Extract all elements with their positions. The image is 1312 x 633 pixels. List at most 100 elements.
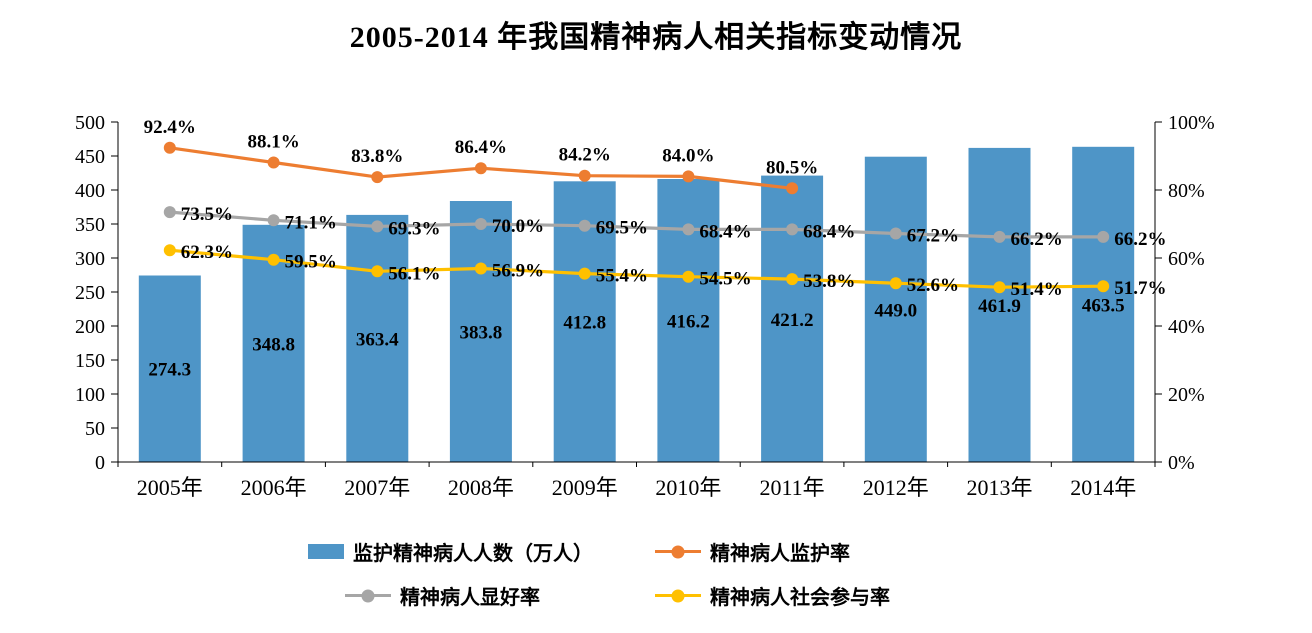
bar	[138, 275, 201, 462]
legend-label-bar-series: 监护精神病人人数（万人）	[353, 543, 593, 565]
line-data-label: 69.3%	[388, 218, 440, 239]
line-marker	[786, 273, 799, 286]
line-data-label: 84.0%	[662, 145, 714, 166]
bar-data-label: 421.2	[771, 310, 814, 331]
line-data-label: 92.4%	[144, 117, 196, 138]
bar-data-label: 348.8	[252, 334, 295, 355]
x-axis-label: 2009年	[552, 475, 618, 500]
line-marker	[578, 169, 591, 182]
line-data-label: 88.1%	[247, 132, 299, 153]
legend-label-line-1: 精神病人显好率	[400, 587, 540, 609]
line-marker	[163, 141, 176, 154]
line-marker	[163, 244, 176, 257]
bar	[346, 214, 409, 462]
line-series-1	[168, 210, 1105, 239]
line-marker	[474, 218, 487, 230]
line-marker	[371, 171, 384, 184]
line-data-label: 51.4%	[1011, 279, 1063, 300]
line-data-label: 59.5%	[285, 252, 337, 273]
line-marker	[1097, 280, 1110, 293]
line-data-label: 66.2%	[1114, 229, 1166, 250]
legend-label-line-2: 精神病人社会参与率	[710, 587, 890, 609]
x-axis-label: 2014年	[1070, 475, 1136, 500]
line-data-label: 73.5%	[181, 204, 233, 225]
line-data-label: 56.9%	[492, 261, 544, 282]
right-axis-label: 80%	[1168, 180, 1205, 202]
line-data-label: 68.4%	[699, 221, 751, 242]
legend-line-dot	[361, 589, 375, 602]
line-data-label: 51.7%	[1114, 278, 1166, 299]
bar-data-label: 463.5	[1082, 295, 1125, 316]
line-marker	[474, 262, 487, 275]
legend-item-line-1: 精神病人显好率	[345, 581, 540, 610]
legend-line-dot	[671, 545, 685, 558]
line-data-label: 68.4%	[803, 221, 855, 242]
line-data-label: 67.2%	[907, 226, 959, 247]
bar-data-label: 449.0	[874, 300, 917, 321]
x-axis-label: 2010年	[655, 475, 721, 500]
line-marker	[163, 206, 176, 219]
legend-line-dot	[671, 589, 685, 602]
line-data-label: 84.2%	[559, 145, 611, 166]
x-axis-label: 2007年	[344, 475, 410, 500]
line-marker	[889, 227, 902, 240]
legend-item-bar-series: 监护精神病人人数（万人）	[308, 537, 593, 566]
right-axis-label: 60%	[1168, 248, 1205, 270]
line-marker	[371, 265, 384, 278]
bar-data-label: 363.4	[356, 329, 399, 350]
left-axis-label: 400	[75, 180, 105, 202]
line-marker	[578, 219, 591, 232]
line-marker-swatch-icon	[655, 544, 701, 560]
left-axis-label: 300	[75, 248, 105, 270]
chart-title: 2005-2014 年我国精神病人相关指标变动情况	[349, 21, 963, 54]
line-marker	[1097, 230, 1110, 243]
line-data-label: 66.2%	[1011, 229, 1063, 250]
bar-data-label: 416.2	[667, 312, 710, 333]
left-axis-label: 500	[75, 112, 105, 134]
line-data-label: 52.6%	[907, 275, 959, 296]
bar	[449, 201, 512, 462]
line-data-label: 54.5%	[699, 269, 751, 290]
line-marker	[682, 170, 695, 183]
left-axis-label: 100	[75, 384, 105, 406]
legend-label-line-0: 精神病人监护率	[710, 543, 850, 565]
left-axis-label: 250	[75, 282, 105, 304]
left-axis-label: 150	[75, 350, 105, 372]
line-data-label: 56.1%	[388, 263, 440, 284]
x-axis-label: 2012年	[863, 475, 929, 500]
line-data-label: 71.1%	[285, 212, 337, 233]
line-data-label: 69.5%	[596, 218, 648, 239]
line-marker	[267, 253, 280, 266]
x-axis-label: 2011年	[760, 475, 825, 500]
right-axis-label: 40%	[1168, 316, 1205, 338]
line-marker	[578, 267, 591, 280]
x-axis-label: 2008年	[448, 475, 514, 500]
left-axis-label: 0	[95, 452, 105, 474]
legend-item-line-2: 精神病人社会参与率	[655, 581, 890, 610]
bar	[968, 147, 1031, 462]
line-marker	[474, 162, 487, 175]
line-marker	[993, 281, 1006, 294]
bar	[864, 156, 927, 462]
line-marker	[682, 270, 695, 283]
x-axis-label: 2005年	[137, 475, 203, 500]
bar-swatch-icon	[308, 544, 344, 559]
left-axis-label: 200	[75, 316, 105, 338]
line-data-label: 62.3%	[181, 242, 233, 263]
line-marker	[786, 223, 799, 236]
bar	[1072, 146, 1135, 463]
line-data-label: 55.4%	[596, 266, 648, 287]
left-axis-label: 50	[85, 418, 105, 440]
line-marker	[371, 220, 384, 233]
line-marker	[786, 182, 799, 195]
line-data-label: 70.0%	[492, 216, 544, 237]
line-data-label: 80.5%	[766, 157, 818, 178]
line-marker	[267, 214, 280, 227]
line-data-label: 83.8%	[351, 146, 403, 167]
x-axis-label: 2006年	[241, 475, 307, 500]
line-marker	[682, 223, 695, 236]
left-axis-label: 350	[75, 214, 105, 236]
line-marker-swatch-icon	[345, 588, 391, 604]
